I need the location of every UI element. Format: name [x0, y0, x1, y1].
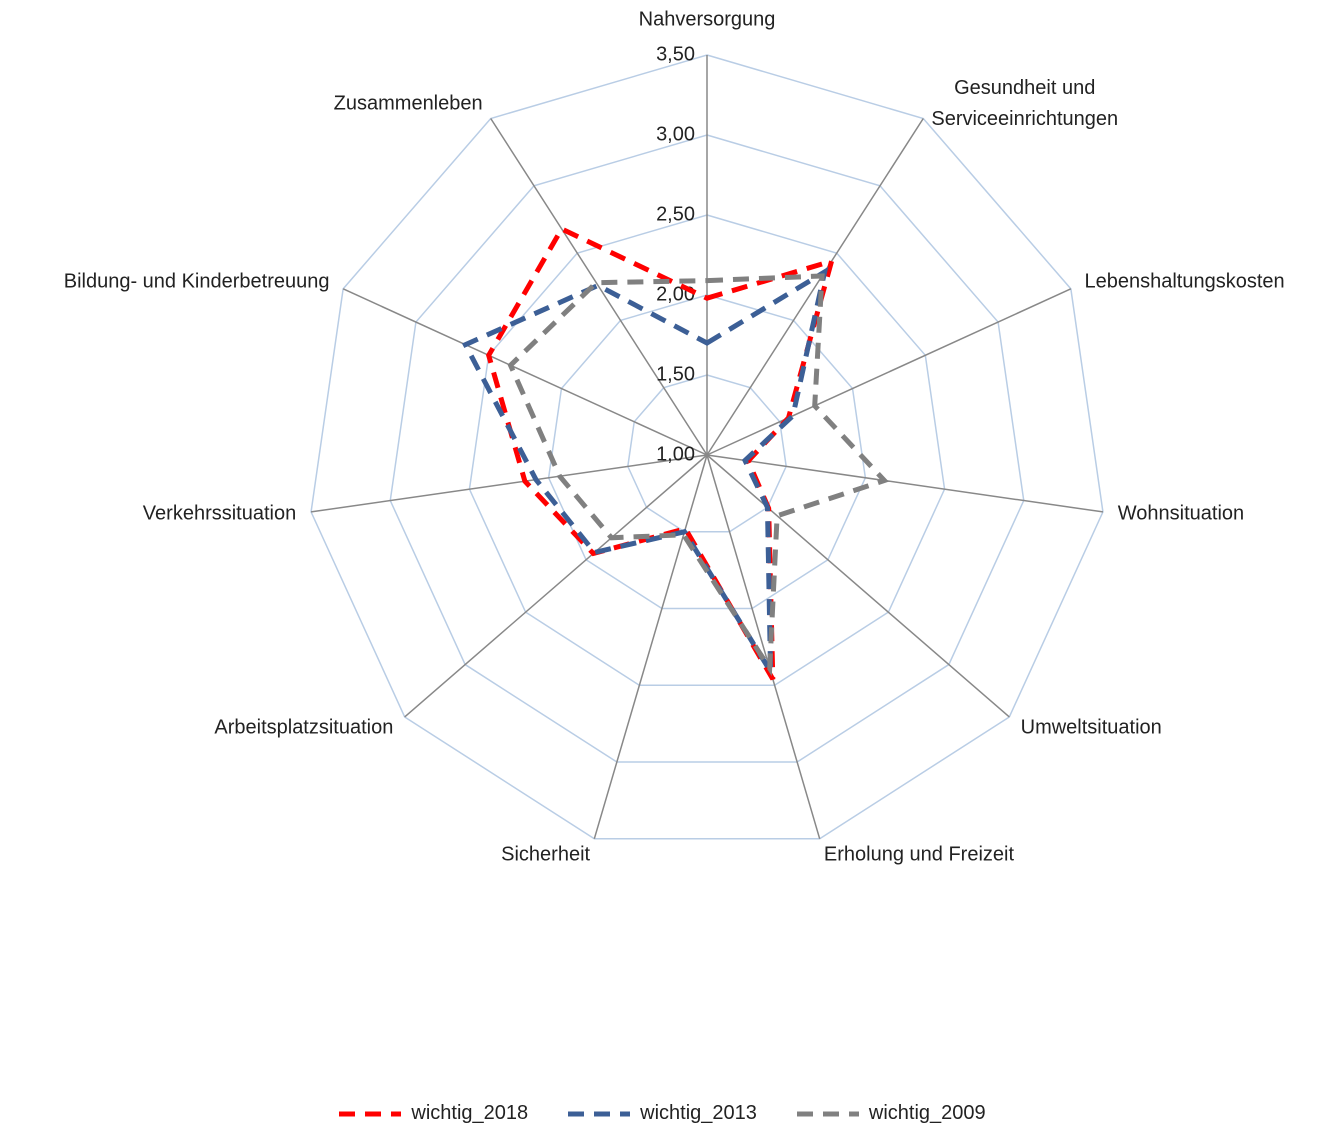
- r-tick-label: 1,00: [656, 443, 695, 465]
- axis-spoke: [706, 454, 1010, 718]
- series-line: [461, 266, 829, 681]
- r-tick-label: 3,00: [656, 123, 695, 145]
- category-label: Umweltsituation: [1020, 716, 1162, 739]
- axis-spoke: [490, 118, 708, 456]
- legend-label: wichtig_2018: [411, 1102, 529, 1124]
- category-label: Bildung- und Kinderbetreuung: [63, 270, 330, 293]
- grid-ring: [468, 214, 946, 687]
- category-label: Verkehrssituation: [142, 502, 297, 525]
- axis-spoke: [310, 454, 708, 513]
- grid-ring: [627, 374, 787, 533]
- axis-spoke: [706, 454, 821, 840]
- category-label: Lebenshaltungskosten: [1084, 270, 1285, 293]
- grid-ring: [547, 294, 867, 610]
- legend-swatch: [796, 1111, 859, 1116]
- axis-spoke: [593, 454, 708, 840]
- axis-spoke: [342, 288, 708, 456]
- r-tick-label: 2,00: [656, 283, 695, 305]
- legend-item: wichtig_2009: [796, 1102, 986, 1125]
- category-label: Zusammenleben: [333, 92, 483, 115]
- category-label: Gesundheit und Serviceeinrichtungen: [931, 77, 1119, 131]
- r-tick-label: 2,50: [656, 203, 695, 225]
- legend-swatch: [568, 1111, 631, 1116]
- category-label: Wohnsituation: [1117, 502, 1245, 525]
- legend: wichtig_2018 wichtig_2013 wichtig_2009: [0, 1102, 1325, 1125]
- legend-label: wichtig_2009: [868, 1102, 986, 1124]
- grid-ring: [389, 134, 1025, 763]
- axis-spoke: [706, 454, 1104, 513]
- legend-label: wichtig_2013: [640, 1102, 757, 1124]
- legend-item: wichtig_2018: [339, 1102, 528, 1125]
- legend-item: wichtig_2013: [568, 1102, 757, 1125]
- series-line: [507, 273, 889, 677]
- category-label: Erholung und Freizeit: [823, 843, 1015, 866]
- r-tick-label: 3,50: [656, 43, 695, 65]
- axis-spoke: [706, 288, 1072, 456]
- category-label: Nahversorgung: [638, 8, 776, 31]
- grid-ring: [310, 54, 1104, 840]
- axis-spoke: [706, 118, 924, 456]
- legend-swatch: [339, 1111, 402, 1116]
- axis-spoke: [404, 454, 708, 718]
- category-label: Arbeitsplatzsituation: [214, 716, 394, 739]
- r-tick-label: 1,50: [656, 363, 695, 385]
- category-label: Sicherheit: [501, 843, 591, 866]
